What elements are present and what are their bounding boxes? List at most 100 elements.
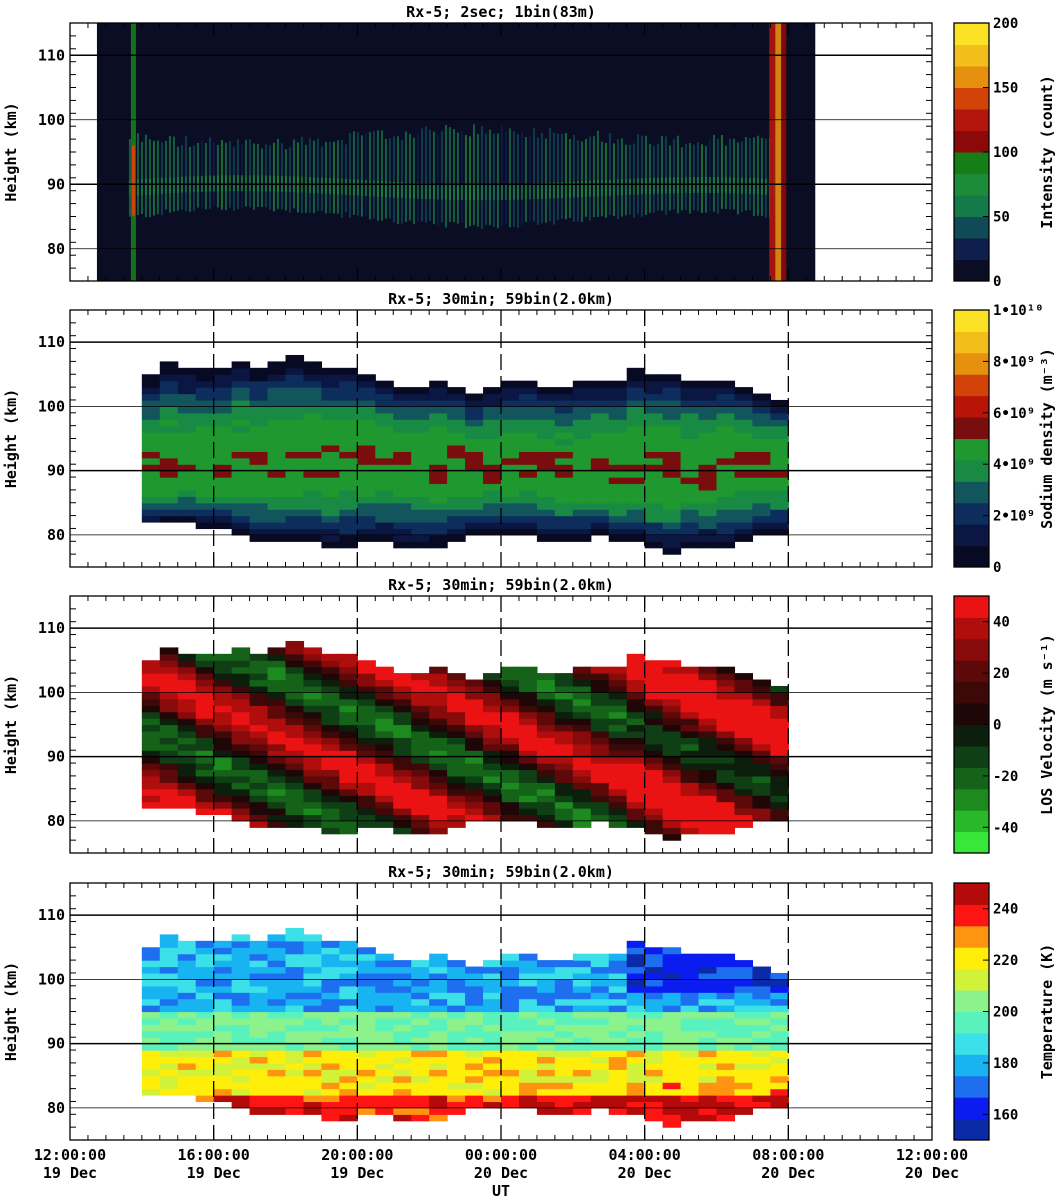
heatmap-cell — [716, 515, 736, 523]
heatmap-cell — [716, 1082, 736, 1090]
heatmap-cell — [608, 795, 628, 803]
heatmap-cell — [572, 1062, 592, 1070]
heatmap-cell — [159, 737, 179, 745]
heatmap-cell — [141, 470, 161, 478]
intensity-column — [344, 144, 347, 213]
heatmap-cell — [159, 1043, 179, 1051]
heatmap-cell — [303, 953, 323, 961]
heatmap-cell — [375, 992, 394, 1000]
heatmap-cell — [698, 457, 718, 465]
intensity-column — [412, 137, 415, 224]
heatmap-cell — [393, 960, 412, 968]
intensity-column — [756, 135, 759, 216]
heatmap-cell — [554, 750, 574, 758]
heatmap-cell — [680, 985, 700, 993]
heatmap-cell — [411, 763, 430, 771]
heatmap-cell — [554, 1101, 574, 1109]
heatmap-cell — [393, 685, 412, 693]
heatmap-cell — [159, 1062, 179, 1070]
heatmap-cell — [213, 412, 233, 420]
heatmap-cell — [716, 470, 736, 478]
heatmap-cell — [411, 992, 430, 1000]
heatmap-cell — [554, 1069, 574, 1077]
heatmap-cell — [501, 522, 520, 530]
heatmap-cell — [339, 724, 358, 732]
heatmap-cell — [518, 1095, 538, 1103]
heatmap-cell — [393, 743, 412, 751]
intensity-peak — [752, 178, 755, 195]
heatmap-cell — [411, 387, 430, 395]
intensity-column — [300, 136, 303, 214]
heatmap-cell — [590, 470, 610, 478]
heatmap-cell — [339, 769, 358, 777]
ytick-label: 110 — [38, 906, 65, 924]
heatmap-cell — [680, 1050, 700, 1058]
heatmap-cell — [626, 769, 646, 777]
intensity-peak — [212, 175, 215, 192]
heatmap-cell — [644, 788, 664, 796]
intensity-peak — [348, 179, 351, 196]
heatmap-cell — [554, 1037, 574, 1045]
heatmap-cell — [518, 522, 538, 530]
colorbar-tick-label: 160 — [993, 1107, 1018, 1123]
heatmap-cell — [770, 692, 789, 700]
heatmap-cell — [303, 1037, 323, 1045]
ytick-label: 100 — [38, 397, 65, 415]
heatmap-cell — [429, 795, 448, 803]
heatmap-cell — [429, 1062, 448, 1070]
heatmap-cell — [536, 960, 556, 968]
heatmap-cell — [644, 1101, 664, 1109]
intensity-peak — [372, 180, 375, 197]
heatmap-cell — [375, 705, 394, 713]
heatmap-cell — [770, 795, 789, 803]
heatmap-cell — [321, 393, 340, 401]
heatmap-cell — [339, 444, 358, 452]
heatmap-cell — [626, 432, 646, 440]
heatmap-cell — [554, 1056, 574, 1064]
heatmap-cell — [357, 387, 376, 395]
heatmap-cell — [770, 1050, 789, 1058]
heatmap-cell — [465, 743, 484, 751]
heatmap-cell — [483, 692, 502, 700]
heatmap-cell — [608, 477, 628, 485]
heatmap-cell — [213, 425, 233, 433]
heatmap-cell — [734, 470, 754, 478]
heatmap-cell — [465, 1075, 484, 1083]
heatmap-cell — [303, 750, 323, 758]
heatmap-cell — [141, 724, 161, 732]
heatmap-cell — [213, 502, 233, 510]
heatmap-cell — [608, 393, 628, 401]
heatmap-cell — [303, 1005, 323, 1013]
heatmap-cell — [411, 711, 430, 719]
heatmap-cell — [626, 1088, 646, 1096]
heatmap-cell — [734, 685, 754, 693]
heatmap-cell — [231, 1056, 251, 1064]
heatmap-cell — [213, 711, 233, 719]
intensity-peak — [756, 178, 759, 195]
heatmap-cell — [662, 444, 682, 452]
intensity-peak — [356, 179, 359, 196]
heatmap-cell — [321, 673, 340, 681]
heatmap-cell — [465, 775, 484, 783]
heatmap-cell — [447, 763, 466, 771]
intensity-column — [520, 132, 523, 226]
xtick-time: 20:00:00 — [321, 1146, 393, 1164]
heatmap-cell — [249, 820, 269, 828]
heatmap-cell — [231, 756, 251, 764]
heatmap-cell — [716, 1030, 736, 1038]
heatmap-cell — [393, 522, 412, 530]
heatmap-cell — [536, 775, 556, 783]
heatmap-cell — [716, 1037, 736, 1045]
heatmap-cell — [159, 788, 179, 796]
heatmap-cell — [590, 979, 610, 987]
heatmap-cell — [770, 782, 789, 790]
heatmap-cell — [572, 1101, 592, 1109]
heatmap-cell — [267, 972, 287, 980]
heatmap-cell — [195, 769, 215, 777]
heatmap-cell — [159, 425, 179, 433]
heatmap-cell — [680, 1024, 700, 1032]
heatmap-cell — [518, 509, 538, 517]
heatmap-cell — [644, 470, 664, 478]
heatmap-cell — [770, 502, 789, 510]
heatmap-cell — [698, 769, 718, 777]
